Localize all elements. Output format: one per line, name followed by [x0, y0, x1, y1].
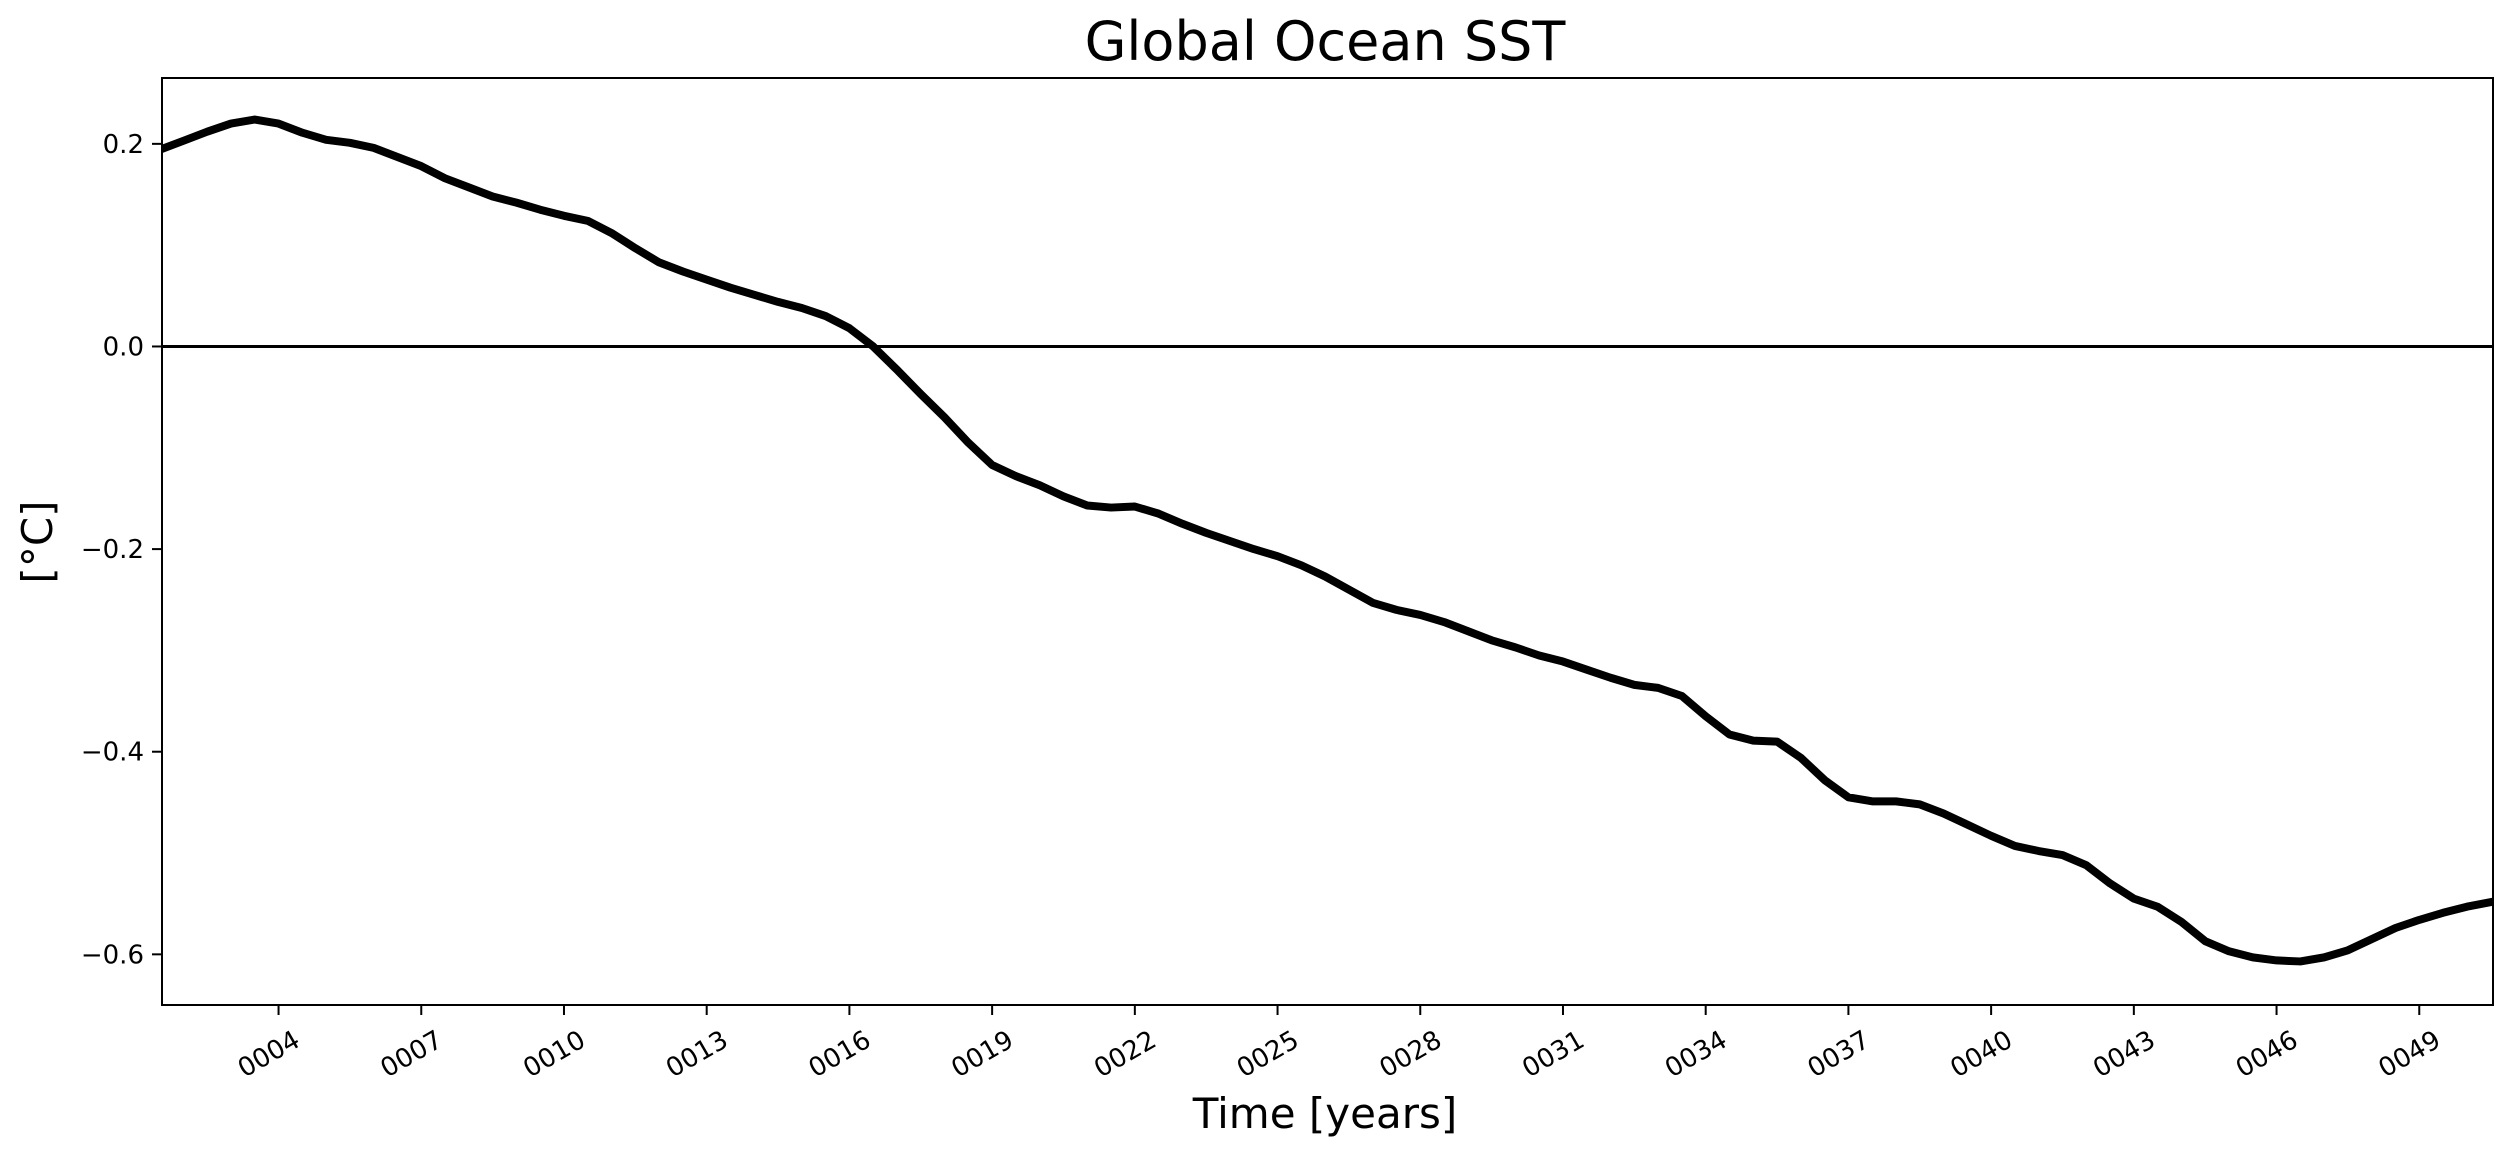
y-tick-label: 0.2 — [103, 130, 144, 160]
series-line-0 — [162, 115, 2493, 966]
y-axis: 0.2 0.0 −0.2 −0.4 −0.6 — [81, 130, 162, 970]
y-axis-label: [°C] — [13, 500, 62, 583]
y-tick-label: −0.6 — [81, 940, 144, 970]
plot-frame — [161, 77, 2494, 1006]
y-tick-label: −0.2 — [81, 535, 144, 565]
plot-area — [161, 77, 2494, 1006]
chart-title: Global Ocean SST — [1085, 10, 1567, 73]
y-tick-label: 0.0 — [103, 332, 144, 362]
x-axis-label: Time [years] — [1192, 1089, 1458, 1138]
y-tick-label: −0.4 — [81, 738, 144, 768]
